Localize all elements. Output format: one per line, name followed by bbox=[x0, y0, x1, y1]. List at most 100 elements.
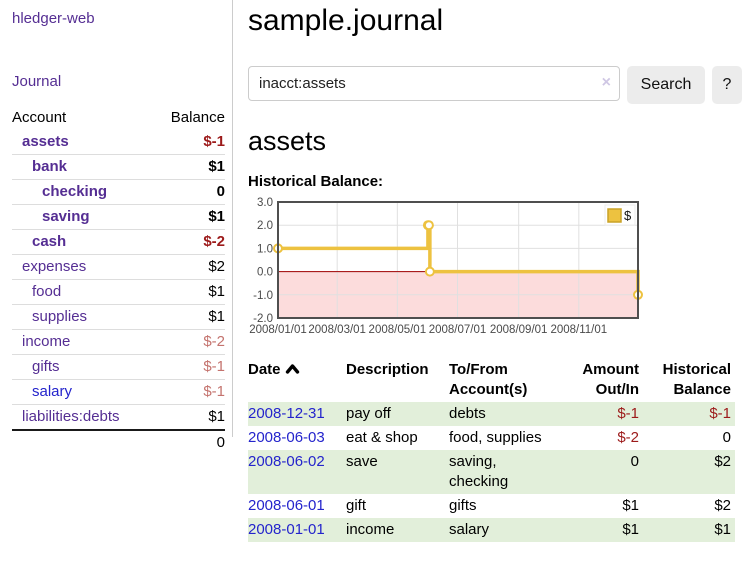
svg-text:2008/01/01: 2008/01/01 bbox=[249, 324, 307, 336]
balance-column-header: Balance bbox=[170, 109, 225, 126]
register-amount: $-1 bbox=[617, 405, 639, 422]
sidebar-account-row: liabilities:debts $1 bbox=[12, 404, 225, 429]
register-balance: $1 bbox=[714, 521, 731, 538]
account-balance: $-1 bbox=[203, 383, 225, 400]
clear-search-icon[interactable]: × bbox=[601, 74, 611, 91]
register-accounts: salary bbox=[449, 521, 490, 538]
sidebar-account-row: food $1 bbox=[12, 279, 225, 304]
svg-text:2008/07/01: 2008/07/01 bbox=[429, 324, 487, 336]
date-column-header[interactable]: Date bbox=[248, 358, 346, 402]
register-balance: $2 bbox=[714, 453, 731, 470]
help-button[interactable]: ? bbox=[712, 66, 742, 104]
search-button[interactable]: Search bbox=[627, 66, 705, 104]
amount-column-header: Amount Out/In bbox=[582, 361, 639, 398]
account-column-header: Account bbox=[12, 109, 67, 126]
register-amount: 0 bbox=[630, 453, 639, 470]
sidebar-account-link[interactable]: gifts bbox=[32, 358, 60, 375]
register-amount: $-2 bbox=[617, 429, 639, 446]
account-balance: 0 bbox=[216, 183, 225, 200]
register-amount: $1 bbox=[622, 497, 639, 514]
svg-text:$: $ bbox=[624, 208, 632, 223]
svg-text:-1.0: -1.0 bbox=[253, 290, 273, 302]
sidebar-account-link[interactable]: supplies bbox=[32, 308, 88, 325]
register-balance: 0 bbox=[722, 429, 731, 446]
sidebar-account-row: checking 0 bbox=[12, 179, 225, 204]
register-date-link[interactable]: 2008-06-01 bbox=[248, 497, 325, 514]
register-row: 2008-06-02 save saving, checking 0 $2 bbox=[248, 450, 735, 494]
sidebar-account-link[interactable]: salary bbox=[32, 383, 73, 400]
svg-text:2008/05/01: 2008/05/01 bbox=[369, 324, 427, 336]
app-title: hledger-web bbox=[12, 10, 95, 27]
register-date-link[interactable]: 2008-12-31 bbox=[248, 405, 325, 422]
account-table-header: Account Balance bbox=[12, 106, 225, 130]
historical-balance-chart: $3.0 2.0 1.0 0.0 -1.0 -2.0 2008/01/01 2008/03/0… bbox=[248, 196, 742, 338]
register-accounts: gifts bbox=[449, 497, 477, 514]
svg-text:3.0: 3.0 bbox=[257, 197, 273, 209]
register-header-row: Date Description To/From Account(s) Amou… bbox=[248, 358, 735, 402]
register-description: eat & shop bbox=[346, 429, 418, 446]
register-table: Date Description To/From Account(s) Amou… bbox=[248, 358, 735, 542]
register-description: pay off bbox=[346, 405, 391, 422]
sidebar-account-link[interactable]: assets bbox=[22, 133, 69, 150]
sidebar-account-row: income $-2 bbox=[12, 329, 225, 354]
sidebar-account-link[interactable]: income bbox=[22, 333, 71, 350]
register-accounts: food, supplies bbox=[449, 429, 542, 446]
sidebar-account-link[interactable]: liabilities:debts bbox=[22, 408, 120, 425]
register-date-link[interactable]: 2008-06-02 bbox=[248, 453, 325, 470]
svg-text:2008/03/01: 2008/03/01 bbox=[308, 324, 366, 336]
sidebar-account-row: gifts $-1 bbox=[12, 354, 225, 379]
app-window: hledger-web Journal Account Balance asse… bbox=[0, 0, 742, 542]
account-balance: $-2 bbox=[203, 233, 225, 250]
sidebar-account-row: supplies $1 bbox=[12, 304, 225, 329]
register-date-link[interactable]: 2008-06-03 bbox=[248, 429, 325, 446]
sidebar-account-link[interactable]: bank bbox=[32, 158, 68, 175]
sidebar-account-row: cash $-2 bbox=[12, 229, 225, 254]
account-balance: $2 bbox=[208, 258, 225, 275]
register-balance: $-1 bbox=[709, 405, 731, 422]
register-row: 2008-01-01 income salary $1 $1 bbox=[248, 518, 735, 542]
sidebar-account-link[interactable]: cash bbox=[32, 233, 67, 250]
register-amount: $1 bbox=[622, 521, 639, 538]
svg-text:2008/11/01: 2008/11/01 bbox=[550, 324, 607, 336]
search-input[interactable] bbox=[248, 66, 620, 101]
register-date-link[interactable]: 2008-01-01 bbox=[248, 521, 325, 538]
description-column-header: Description bbox=[346, 361, 429, 378]
sidebar-account-row: expenses $2 bbox=[12, 254, 225, 279]
sort-ascending-icon bbox=[285, 364, 299, 374]
register-row: 2008-12-31 pay off debts $-1 $-1 bbox=[248, 402, 735, 426]
svg-text:1.0: 1.0 bbox=[257, 243, 273, 255]
sidebar-account-row: bank $1 bbox=[12, 154, 225, 179]
register-row: 2008-06-03 eat & shop food, supplies $-2 0 bbox=[248, 426, 735, 450]
register-accounts: debts bbox=[449, 405, 486, 422]
sidebar-account-link[interactable]: food bbox=[32, 283, 62, 300]
account-balance: $1 bbox=[208, 208, 225, 225]
register-description: save bbox=[346, 453, 378, 470]
account-balance: $1 bbox=[208, 308, 225, 325]
chart-label: Historical Balance: bbox=[248, 173, 384, 190]
total-balance: 0 bbox=[216, 434, 225, 451]
search-input-wrap: × bbox=[248, 66, 620, 104]
balance-column-header-main: Historical Balance bbox=[662, 361, 731, 398]
account-rows: assets $-1 bank $1 checking 0 saving $1 cash $-2 e… bbox=[12, 130, 225, 429]
account-balance: $-1 bbox=[203, 358, 225, 375]
register-description: income bbox=[346, 521, 395, 538]
sidebar: hledger-web Journal Account Balance asse… bbox=[0, 0, 233, 451]
register-accounts: saving, checking bbox=[449, 453, 509, 490]
sidebar-item-journal[interactable]: Journal bbox=[12, 73, 62, 90]
register-balance: $2 bbox=[714, 497, 731, 514]
account-balance: $-1 bbox=[203, 133, 225, 150]
sidebar-account-link[interactable]: expenses bbox=[22, 258, 87, 275]
sidebar-account-link[interactable]: checking bbox=[42, 183, 108, 200]
search-form: × Search ? bbox=[248, 66, 742, 104]
sidebar-account-row: saving $1 bbox=[12, 204, 225, 229]
svg-text:2008/09/01: 2008/09/01 bbox=[490, 324, 548, 336]
account-column-header-main: To/From Account(s) bbox=[449, 361, 528, 398]
register-row: 2008-06-01 gift gifts $1 $2 bbox=[248, 494, 735, 518]
sidebar-account-row: assets $-1 bbox=[12, 130, 225, 154]
account-balance-table: Account Balance assets $-1 bank $1 checking 0… bbox=[12, 106, 225, 455]
sidebar-account-link[interactable]: saving bbox=[42, 208, 90, 225]
account-balance: $1 bbox=[208, 283, 225, 300]
account-balance: $1 bbox=[208, 408, 225, 425]
account-total-row: 0 bbox=[12, 429, 225, 455]
account-balance: $-2 bbox=[203, 333, 225, 350]
